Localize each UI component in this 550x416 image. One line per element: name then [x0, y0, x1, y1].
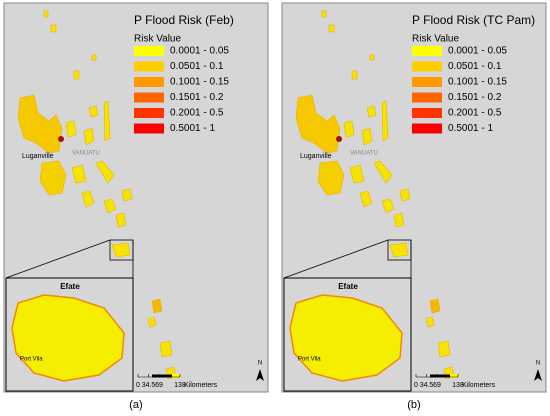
legend-swatch	[412, 61, 442, 72]
capital-label: Port Vila	[298, 357, 321, 363]
legend-label: 0.0501 - 0.1	[170, 61, 224, 72]
legend-swatch	[412, 77, 442, 87]
legend-label: 0.1001 - 0.15	[170, 77, 229, 88]
legend-swatch	[134, 46, 164, 56]
legend-heading: Risk Value	[412, 34, 459, 45]
city-label: Luganville	[22, 153, 54, 160]
legend-label: 0.5001 - 1	[448, 123, 493, 134]
legend-swatch	[134, 108, 164, 118]
legend-swatch	[412, 123, 442, 134]
country-label: VANUATU	[72, 151, 100, 157]
scale-label: 69	[155, 382, 163, 389]
scale-label: 138	[452, 382, 464, 389]
legend-heading: Risk Value	[134, 34, 181, 45]
legend-swatch	[134, 77, 164, 87]
scale-label: 34.5	[420, 382, 434, 389]
legend-label: 0.1501 - 0.2	[448, 92, 502, 103]
legend-swatch	[134, 123, 164, 134]
legend-label: 0.5001 - 1	[170, 123, 215, 134]
legend-label: 0.2001 - 0.5	[448, 108, 502, 119]
capital-label: Port Vila	[20, 357, 43, 363]
legend-label: 0.1501 - 0.2	[170, 92, 224, 103]
legend-swatch	[412, 92, 442, 103]
scale-label: 0	[136, 382, 140, 389]
legend-label: 0.2001 - 0.5	[170, 108, 224, 119]
legend-title: P Flood Risk (Feb)	[134, 13, 234, 27]
scale-unit: Kilometers	[184, 382, 218, 389]
map-base	[280, 1, 548, 394]
caption: (a)	[129, 399, 142, 411]
city-label: Luganville	[300, 153, 332, 160]
legend-swatch	[134, 92, 164, 103]
north-label: N	[258, 361, 262, 367]
caption: (b)	[407, 399, 420, 411]
legend-swatch	[412, 46, 442, 56]
legend-label: 0.0501 - 0.1	[448, 61, 502, 72]
inset-label: Efate	[338, 282, 358, 291]
north-label: N	[536, 361, 540, 367]
legend-title: P Flood Risk (TC Pam)	[412, 13, 535, 27]
scale-label: 34.5	[142, 382, 156, 389]
scale-label: 0	[414, 382, 418, 389]
country-label: VANUATU	[350, 151, 378, 157]
scale-label: 69	[433, 382, 441, 389]
map-base	[2, 1, 270, 394]
legend-label: 0.0001 - 0.05	[170, 46, 229, 57]
legend-swatch	[412, 108, 442, 118]
legend-label: 0.0001 - 0.05	[448, 46, 507, 57]
scale-label: 138	[174, 382, 186, 389]
legend-label: 0.1001 - 0.15	[448, 77, 507, 88]
legend-swatch	[134, 61, 164, 72]
scale-unit: Kilometers	[462, 382, 496, 389]
inset-label: Efate	[60, 282, 80, 291]
